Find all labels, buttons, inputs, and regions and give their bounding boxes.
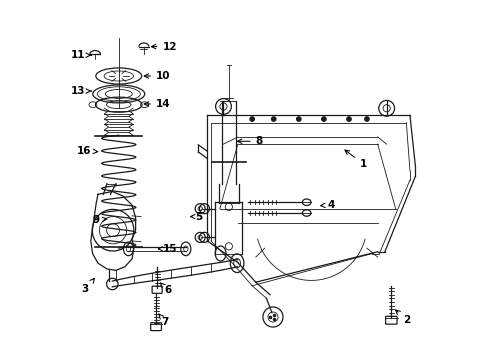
Text: 9: 9: [93, 215, 107, 225]
Text: 14: 14: [144, 99, 171, 109]
Text: 12: 12: [151, 42, 177, 51]
Text: 8: 8: [238, 136, 263, 146]
Text: 11: 11: [71, 50, 91, 60]
Text: 6: 6: [160, 283, 172, 296]
Text: 15: 15: [158, 244, 177, 254]
Text: 3: 3: [82, 278, 95, 294]
Circle shape: [322, 117, 326, 121]
Text: 10: 10: [144, 71, 171, 81]
Circle shape: [250, 117, 254, 121]
Circle shape: [271, 117, 276, 121]
Text: 16: 16: [76, 145, 98, 156]
Text: 13: 13: [71, 86, 91, 96]
Text: 4: 4: [320, 200, 335, 210]
Circle shape: [365, 117, 369, 121]
Text: 7: 7: [159, 314, 169, 327]
Circle shape: [296, 117, 301, 121]
Circle shape: [347, 117, 351, 121]
Text: 5: 5: [191, 212, 202, 221]
Text: 2: 2: [395, 310, 410, 325]
Text: 1: 1: [345, 150, 367, 169]
